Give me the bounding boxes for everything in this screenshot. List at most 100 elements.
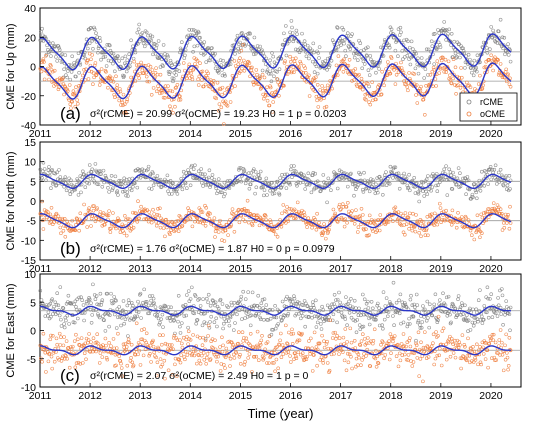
data-point: [197, 297, 202, 301]
data-point: [379, 93, 383, 97]
data-point: [403, 301, 407, 305]
data-point: [285, 341, 289, 346]
data-point: [394, 354, 399, 358]
data-point: [181, 335, 186, 340]
data-point: [440, 218, 445, 222]
data-point: [163, 234, 167, 239]
data-point: [173, 362, 177, 367]
data-point: [299, 311, 304, 315]
data-point: [394, 73, 399, 77]
data-point: [142, 287, 146, 292]
data-point: [49, 186, 53, 190]
data-point: [458, 55, 462, 60]
data-point: [202, 358, 207, 362]
data-point: [287, 181, 292, 185]
data-point: [489, 292, 493, 296]
data-point: [324, 236, 328, 241]
data-point: [339, 207, 343, 211]
data-point: [343, 48, 348, 53]
data-point: [153, 305, 158, 309]
data-point: [47, 72, 52, 77]
data-point: [495, 41, 500, 45]
data-point: [238, 69, 243, 74]
data-point: [97, 315, 102, 320]
data-point: [112, 58, 116, 63]
data-point: [466, 336, 470, 341]
data-point: [359, 207, 364, 211]
data-point: [109, 344, 113, 348]
data-point: [72, 339, 77, 343]
data-point: [123, 214, 127, 218]
data-point: [371, 229, 375, 233]
data-point: [454, 343, 458, 348]
data-point: [171, 111, 175, 115]
data-point: [208, 320, 212, 324]
x-tick-label: 2018: [379, 128, 403, 140]
data-point: [198, 361, 203, 366]
stats-annotation: σ²(rCME) = 20.99 σ²(oCME) = 19.23 H0 = 1…: [90, 108, 346, 120]
data-point: [353, 319, 358, 323]
data-point: [386, 342, 391, 346]
data-point: [303, 324, 307, 329]
data-point: [211, 299, 215, 303]
data-point: [460, 46, 464, 50]
data-point: [364, 186, 368, 191]
data-point: [396, 171, 401, 176]
data-point: [275, 70, 279, 74]
data-point: [459, 313, 463, 317]
data-point: [60, 356, 64, 360]
data-point: [238, 352, 242, 357]
data-point: [377, 323, 382, 328]
data-point: [433, 211, 437, 216]
data-point: [187, 62, 192, 67]
data-point: [334, 337, 338, 341]
data-point: [325, 83, 330, 88]
data-point: [67, 83, 72, 87]
data-point: [458, 305, 463, 309]
data-point: [163, 96, 167, 100]
data-point: [356, 225, 361, 229]
data-point: [160, 90, 164, 95]
data-point: [268, 85, 273, 90]
data-point: [125, 97, 130, 102]
data-point: [319, 327, 324, 331]
data-point: [451, 302, 455, 307]
data-point: [233, 309, 238, 313]
data-point: [362, 170, 366, 175]
data-point: [408, 336, 412, 340]
data-point: [137, 216, 141, 221]
data-point: [364, 227, 368, 231]
data-point: [117, 98, 121, 103]
data-point: [397, 186, 402, 191]
data-point: [358, 172, 363, 177]
y-axis-label: CME for North (mm): [5, 152, 17, 251]
data-point: [276, 322, 280, 326]
data-point: [503, 357, 508, 362]
data-point: [64, 188, 69, 193]
data-point: [149, 93, 154, 97]
data-point: [281, 315, 286, 320]
data-point: [470, 233, 474, 237]
data-point: [277, 67, 282, 71]
data-point: [437, 31, 441, 35]
data-point: [220, 190, 224, 195]
data-point: [148, 294, 152, 298]
data-point: [475, 69, 479, 74]
data-point: [264, 176, 269, 181]
y-tick-label: 10: [24, 269, 36, 281]
data-point: [312, 50, 316, 55]
data-point: [58, 285, 63, 289]
data-point: [305, 304, 310, 309]
data-point: [346, 184, 350, 189]
data-point: [136, 352, 140, 357]
data-point: [46, 314, 50, 318]
data-point: [67, 322, 71, 326]
data-point: [320, 358, 325, 363]
data-point: [473, 87, 477, 91]
data-point: [462, 318, 467, 323]
data-point: [270, 361, 275, 365]
data-point: [161, 43, 166, 47]
data-point: [496, 205, 501, 210]
data-point: [142, 168, 146, 173]
x-tick-label: 2011: [29, 263, 52, 275]
